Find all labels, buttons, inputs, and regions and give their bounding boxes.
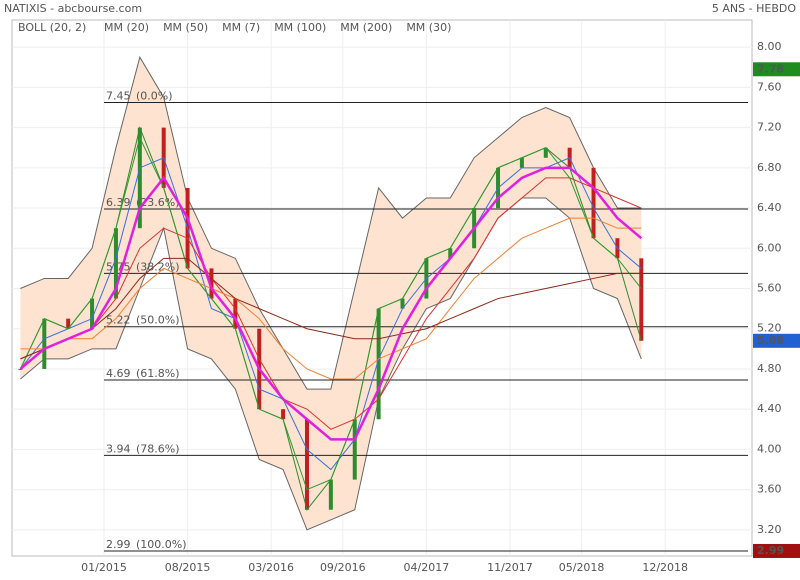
- y-tick-label: 4.40: [757, 402, 782, 415]
- bollinger-fill: [20, 57, 642, 530]
- fib-price: 5.75: [106, 260, 131, 273]
- x-tick-label: 01/2015: [81, 561, 127, 574]
- price-candle: [113, 228, 118, 299]
- chart-title: NATIXIS - abcbourse.com: [4, 2, 142, 15]
- ma-line: [20, 217, 642, 380]
- fib-price: 7.45: [106, 89, 131, 102]
- x-tick-label: 05/2018: [559, 561, 605, 574]
- y-tick-label: 4.00: [757, 442, 782, 455]
- price-badge-label: 2.99: [757, 544, 784, 557]
- price-candle: [137, 127, 142, 229]
- ma-line: [20, 157, 642, 471]
- y-tick-label: 3.20: [757, 523, 782, 536]
- fib-price: 4.69: [106, 367, 131, 380]
- y-tick-label: 8.00: [757, 40, 782, 53]
- price-candle: [66, 318, 71, 329]
- legend-entry: MM (30): [406, 21, 451, 34]
- fib-price: 2.99: [106, 538, 131, 551]
- y-tick-label: 6.40: [757, 201, 782, 214]
- ma-line: [20, 257, 642, 360]
- price-badge: [753, 543, 800, 558]
- legend-entry: MM (100): [274, 21, 326, 34]
- legend-entry: BOLL (20, 2): [18, 21, 86, 34]
- y-tick-label: 6.00: [757, 241, 782, 254]
- fib-ratio: (78.6%): [136, 442, 180, 455]
- y-tick-label: 4.80: [757, 362, 782, 375]
- x-tick-label: 12/2018: [642, 561, 688, 574]
- price-candle: [519, 157, 524, 168]
- price-candle: [591, 167, 596, 239]
- fib-price: 6.39: [106, 196, 131, 209]
- x-tick-label: 09/2016: [320, 561, 366, 574]
- price-candle: [400, 298, 405, 309]
- y-tick-label: 7.60: [757, 80, 782, 93]
- price-badge: [753, 333, 800, 348]
- ma-line: [19, 166, 643, 441]
- bollinger-lower: [20, 197, 642, 531]
- legend-entry: MM (7): [222, 21, 260, 34]
- y-tick-label: 5.60: [757, 282, 782, 295]
- legend-entry: MM (50): [163, 21, 208, 34]
- price-candle: [304, 419, 309, 510]
- fib-ratio: (0.0%): [136, 89, 173, 102]
- fib-ratio: (23.6%): [136, 196, 180, 209]
- y-tick-label: 7.20: [757, 121, 782, 134]
- price-candle: [448, 248, 453, 259]
- legend-entry: MM (20): [104, 21, 149, 34]
- price-candle: [90, 298, 95, 329]
- price-candle: [42, 318, 47, 369]
- price-candle: [281, 409, 286, 420]
- bollinger-upper: [20, 55, 642, 390]
- price-candle: [328, 479, 333, 510]
- y-tick-label: 6.80: [757, 161, 782, 174]
- y-tick-label: 5.20: [757, 322, 782, 335]
- price-badge-label: 5.08: [757, 334, 784, 347]
- fib-ratio: (100.0%): [136, 538, 187, 551]
- price-badge: [753, 62, 800, 77]
- ma-line: [19, 136, 642, 491]
- price-candle: [376, 308, 381, 420]
- price-candle: [543, 147, 548, 158]
- fib-ratio: (50.0%): [136, 314, 180, 327]
- fib-price: 5.22: [106, 314, 131, 327]
- price-badge-label: 7.78: [757, 62, 784, 75]
- price-candle: [352, 419, 357, 480]
- fib-ratio: (38.2%): [136, 260, 180, 273]
- y-tick-label: 3.60: [757, 483, 782, 496]
- legend-entry: MM (200): [340, 21, 392, 34]
- fib-ratio: (61.8%): [136, 367, 180, 380]
- x-tick-label: 04/2017: [404, 561, 450, 574]
- x-tick-label: 03/2016: [248, 561, 294, 574]
- price-candle: [209, 268, 214, 299]
- fib-price: 3.94: [106, 442, 131, 455]
- x-tick-label: 11/2017: [487, 561, 533, 574]
- price-candle: [18, 368, 23, 370]
- x-tick-label: 08/2015: [165, 561, 211, 574]
- price-candle: [639, 258, 644, 341]
- price-candle: [233, 298, 238, 329]
- chart-subtitle: 5 ANS - HEBDO: [712, 2, 796, 15]
- ma-line: [20, 177, 642, 430]
